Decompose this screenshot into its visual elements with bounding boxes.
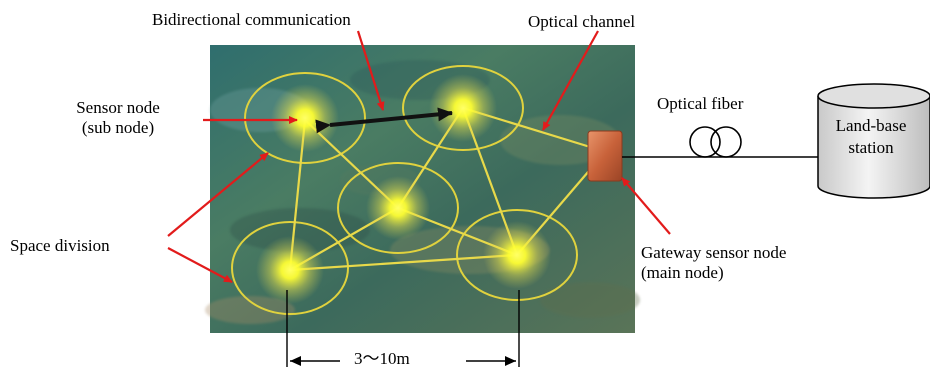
arrow-bidirectional — [356, 30, 385, 111]
distance-dimension — [286, 290, 520, 367]
label-sensor-node-line1: Sensor node — [76, 98, 160, 117]
bidirectional-arrow — [315, 107, 453, 134]
node-top-right — [429, 74, 497, 142]
label-optical-channel: Optical channel — [528, 12, 636, 31]
label-bidirectional-communication: Bidirectional communication — [152, 10, 351, 29]
node-bottom-left — [256, 236, 324, 304]
fiber-coil-left — [689, 126, 721, 158]
arrow-space-division-bottom — [167, 247, 233, 283]
node-bottom-right — [483, 221, 551, 289]
label-land-base-line2: station — [848, 138, 894, 157]
space-division-circles — [231, 65, 578, 315]
node-center — [366, 176, 430, 240]
division-circle-center — [337, 162, 459, 254]
fiber-coil-right — [710, 126, 742, 158]
optical-fiber-line — [622, 126, 818, 158]
label-gateway-line2: (main node) — [641, 263, 724, 282]
label-distance: 3～10m — [350, 349, 414, 369]
label-space-division: Space division — [10, 236, 110, 255]
label-sensor-node: Sensor node (sub node) — [48, 98, 188, 138]
land-base-station-cylinder — [817, 83, 930, 199]
annotation-arrows — [167, 30, 671, 283]
division-circle-bottom-right — [456, 209, 578, 301]
label-land-base-station: Land-base station — [812, 115, 930, 159]
label-gateway-line1: Gateway sensor node — [641, 243, 787, 262]
label-gateway-sensor-node: Gateway sensor node (main node) — [641, 243, 786, 283]
label-sensor-node-line2: (sub node) — [81, 118, 155, 137]
gateway-node-box — [587, 130, 623, 182]
arrow-space-division-top — [167, 152, 269, 237]
arrow-optical-channel — [542, 30, 599, 131]
label-land-base-line1: Land-base — [835, 116, 907, 135]
division-circle-bottom-left — [231, 221, 349, 315]
label-optical-fiber: Optical fiber — [657, 94, 744, 113]
node-top-left — [271, 84, 339, 152]
arrow-gateway — [621, 177, 671, 235]
